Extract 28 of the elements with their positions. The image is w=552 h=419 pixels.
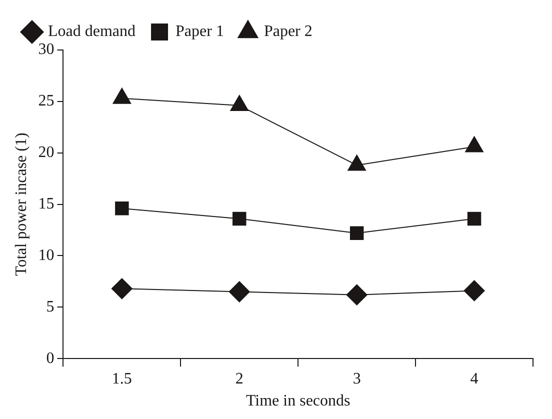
y-tick-label: 20 — [38, 144, 54, 162]
y-tick-label: 10 — [38, 246, 54, 264]
y-tick-label: 25 — [38, 92, 54, 110]
legend-label: Load demand — [48, 23, 136, 40]
point — [465, 136, 484, 152]
y-tick-label: 5 — [46, 298, 54, 316]
point — [232, 212, 246, 226]
point — [467, 212, 482, 226]
x-tick-label: 4 — [470, 370, 478, 388]
point — [230, 95, 249, 112]
point — [346, 284, 368, 306]
x-axis-title: Time in seconds — [246, 392, 350, 410]
point — [348, 154, 366, 171]
point — [228, 281, 250, 302]
point — [115, 202, 129, 216]
x-tick-label: 1.5 — [112, 370, 132, 388]
y-tick-label: 0 — [46, 350, 54, 367]
y-tick-label: 15 — [38, 196, 54, 213]
legend-label: Paper 1 — [176, 23, 224, 40]
point — [111, 278, 132, 300]
point — [464, 280, 485, 302]
legend-label: Paper 2 — [264, 23, 312, 40]
y-axis-title: Total power incase (1) — [12, 132, 30, 276]
point — [350, 226, 364, 240]
y-tick-label: 30 — [38, 41, 54, 58]
x-tick-label: 3 — [352, 370, 361, 388]
x-tick-label: 2 — [235, 370, 244, 388]
point — [112, 88, 132, 104]
